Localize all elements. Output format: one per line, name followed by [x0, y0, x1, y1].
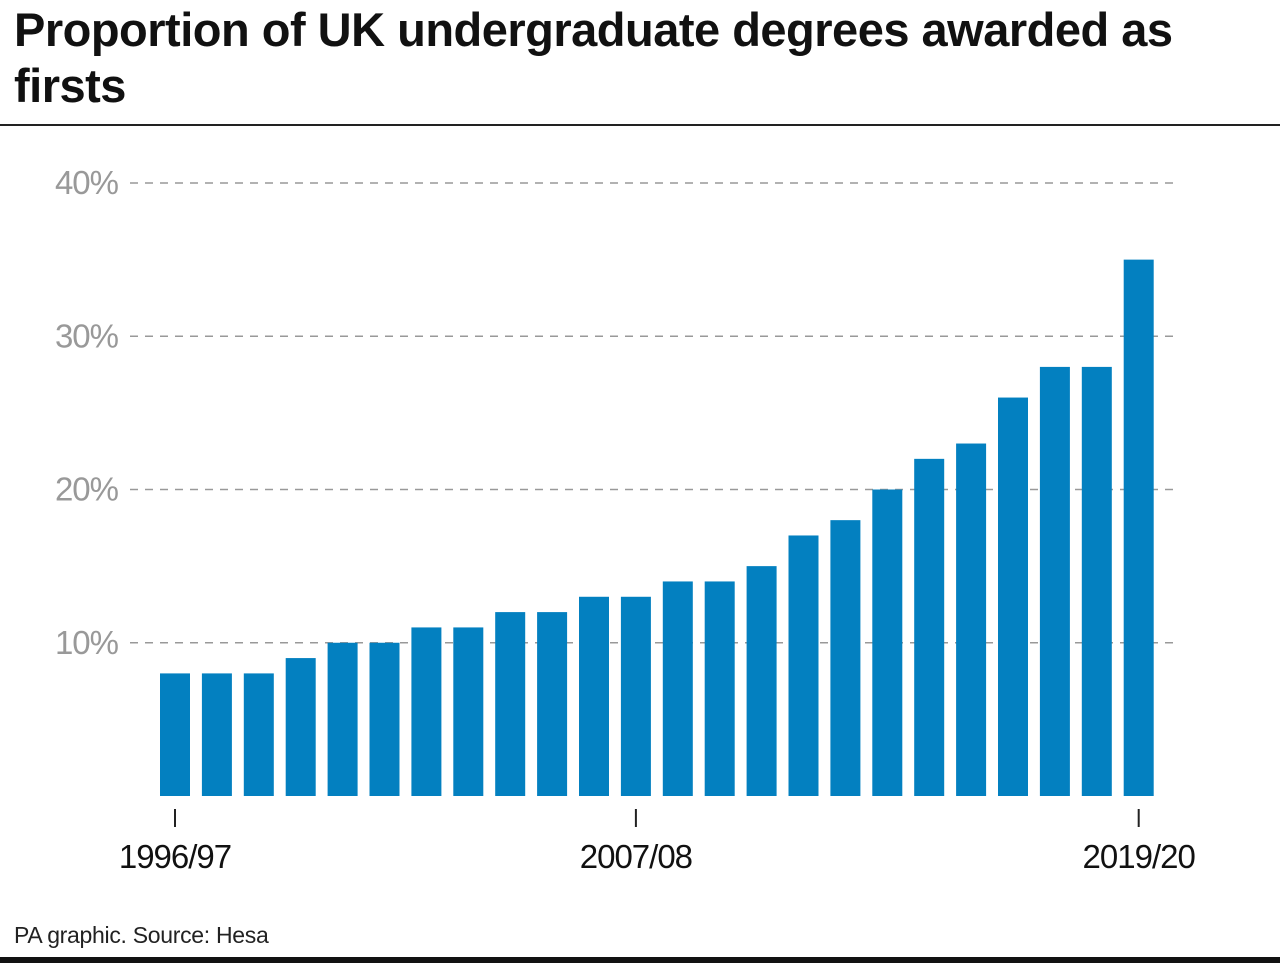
bar-2004-05 [495, 612, 526, 796]
bar-2009-10 [704, 581, 735, 796]
bar-2013-14 [872, 489, 903, 796]
bar-2012-13 [830, 520, 861, 796]
y-tick-label: 40% [55, 164, 119, 201]
bar-1997-98 [201, 673, 232, 796]
source-note: PA graphic. Source: Hesa [14, 922, 269, 948]
x-tick-label: 1996/97 [119, 838, 231, 875]
y-tick-label: 10% [55, 624, 119, 661]
x-tick-label: 2007/08 [580, 838, 692, 875]
bar-1996-97 [160, 673, 190, 796]
bar-1999-00 [285, 658, 316, 796]
y-tick-label: 20% [55, 471, 119, 508]
bar-2003-04 [453, 627, 484, 796]
bar-2018-19 [1081, 366, 1112, 796]
bar-2015-16 [956, 443, 987, 796]
bar-2017-18 [1039, 366, 1070, 796]
bar-2000-01 [327, 642, 358, 796]
bar-2006-07 [579, 596, 609, 796]
y-tick-label: 30% [55, 317, 119, 354]
x-tick-label: 2019/20 [1083, 838, 1196, 875]
bar-2008-09 [662, 581, 693, 796]
bar-2014-15 [914, 458, 945, 796]
bar-2002-03 [411, 627, 442, 796]
bar-2007-08 [620, 596, 651, 796]
chart-title: Proportion of UK undergraduate degrees a… [14, 3, 1173, 112]
bar-2005-06 [537, 612, 568, 796]
title-rule [0, 124, 1280, 126]
bottom-rule [0, 957, 1280, 963]
bar-2019-20 [1123, 259, 1154, 796]
bar-2011-12 [788, 535, 819, 796]
bar-2001-02 [369, 642, 400, 796]
bar-1998-99 [243, 673, 274, 796]
bar-2016-17 [998, 397, 1028, 796]
bar-2010-11 [746, 566, 777, 796]
